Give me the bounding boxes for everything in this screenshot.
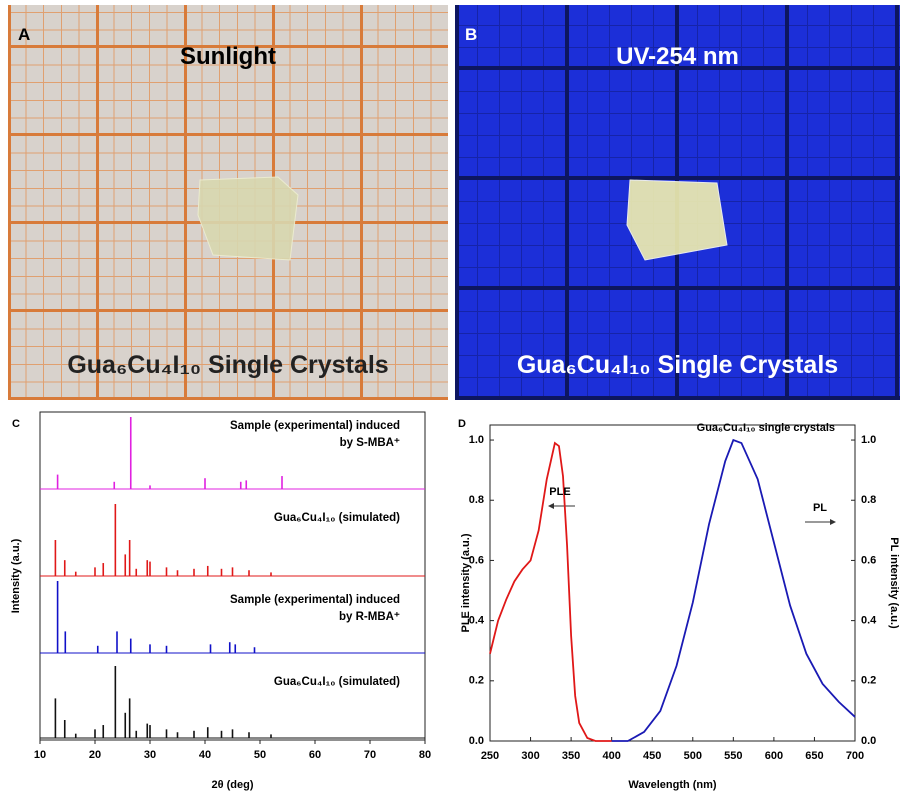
x-tick-label: 250: [481, 750, 499, 762]
series-label: Gua₆Cu₄I₁₀ (simulated): [220, 674, 400, 691]
x-tick-label: 450: [643, 750, 661, 762]
x-tick-label: 60: [309, 749, 321, 761]
x-tick-label: 300: [521, 750, 539, 762]
x-tick-label: 400: [602, 750, 620, 762]
arrow: [830, 519, 836, 525]
y2-tick-label: 0.2: [861, 675, 876, 687]
x-tick-label: 20: [89, 749, 101, 761]
series-label: Sample (experimental) induced by R-MBA⁺: [220, 592, 400, 626]
y2-tick-label: 0.8: [861, 494, 876, 506]
plot-frame: [490, 425, 855, 741]
panel-label: C: [12, 418, 20, 430]
y-tick-label: 1.0: [469, 434, 484, 446]
annotation: PL: [813, 502, 827, 514]
y-axis-label: Intensity (a.u.): [10, 538, 22, 613]
series-line: [612, 440, 855, 741]
x-tick-label: 30: [144, 749, 156, 761]
x-tick-label: 700: [846, 750, 864, 762]
y-axis-label: PLE intensity (a.u.): [460, 533, 472, 632]
figure: A Sunlight Gua₆Cu₄I₁₀ Single Crystals B …: [0, 0, 906, 800]
x-tick-label: 500: [684, 750, 702, 762]
x-tick-label: 70: [364, 749, 376, 761]
annotation: PLE: [549, 486, 570, 498]
y2-tick-label: 0.6: [861, 554, 876, 566]
x-axis-label: Wavelength (nm): [628, 779, 717, 791]
x-tick-label: 80: [419, 749, 431, 761]
series-label: Sample (experimental) induced by S-MBA⁺: [220, 418, 400, 452]
x-tick-label: 550: [724, 750, 742, 762]
y2-tick-label: 0.4: [861, 615, 877, 627]
y2-tick-label: 0.0: [861, 735, 876, 747]
x-tick-label: 40: [199, 749, 211, 761]
y-tick-label: 0.2: [469, 675, 484, 687]
arrow: [548, 503, 554, 509]
series-label: Gua₆Cu₄I₁₀ (simulated): [220, 510, 400, 527]
panel-label: D: [458, 418, 466, 430]
annotation: Gua₆Cu₄I₁₀ single crystals: [697, 422, 835, 434]
charts: C 10 20 30 40 50 60 70 80 2θ (deg) Intensity (a.u.…: [0, 0, 906, 800]
x-tick-label: 600: [765, 750, 783, 762]
x-tick-label: 10: [34, 749, 46, 761]
y2-axis-label: PL intensity (a.u.): [888, 537, 900, 629]
y-tick-label: 0.0: [469, 735, 484, 747]
y-tick-label: 0.8: [469, 494, 484, 506]
x-tick-label: 350: [562, 750, 580, 762]
x-tick-label: 650: [805, 750, 823, 762]
y2-tick-label: 1.0: [861, 434, 876, 446]
x-axis-label: 2θ (deg): [211, 779, 253, 791]
x-tick-label: 50: [254, 749, 266, 761]
